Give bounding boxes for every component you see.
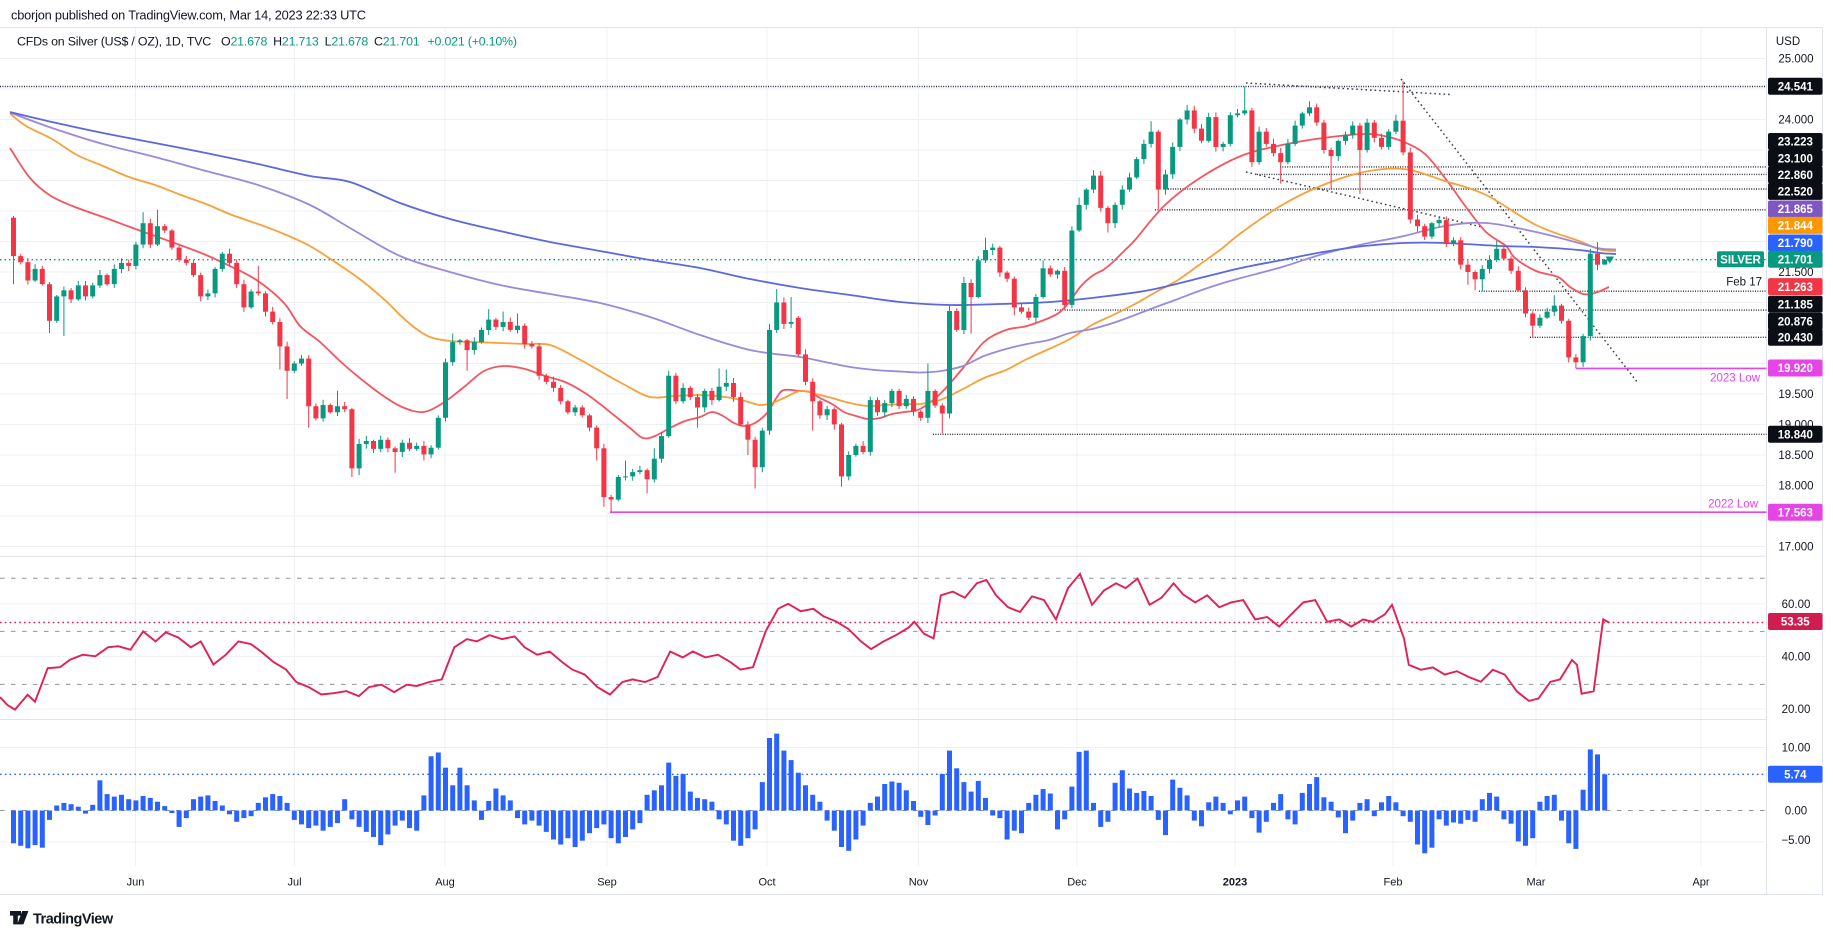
svg-text:Feb 17: Feb 17 — [1726, 277, 1762, 289]
svg-text:19.920: 19.920 — [1778, 363, 1813, 375]
svg-text:Feb: Feb — [1384, 877, 1403, 889]
svg-text:21.185: 21.185 — [1778, 299, 1814, 311]
svg-text:40.00: 40.00 — [1782, 651, 1811, 663]
svg-text:−5.00: −5.00 — [1781, 835, 1810, 847]
svg-text:60.00: 60.00 — [1782, 599, 1811, 611]
svg-text:Jun: Jun — [127, 877, 145, 889]
svg-text:2022 Low: 2022 Low — [1708, 499, 1759, 511]
svg-text:24.000: 24.000 — [1778, 115, 1813, 127]
svg-text:Dec: Dec — [1067, 877, 1087, 889]
svg-text:2023 Low: 2023 Low — [1710, 373, 1761, 385]
svg-text:Sep: Sep — [597, 877, 617, 889]
svg-text:Oct: Oct — [758, 877, 775, 889]
svg-text:19.500: 19.500 — [1778, 389, 1813, 401]
svg-text:18.000: 18.000 — [1778, 481, 1813, 493]
svg-text:22.860: 22.860 — [1778, 170, 1813, 182]
svg-text:17.000: 17.000 — [1778, 542, 1813, 554]
svg-text:0.00: 0.00 — [1785, 805, 1807, 817]
svg-text:USD: USD — [1776, 36, 1800, 48]
svg-text:20.00: 20.00 — [1782, 704, 1811, 716]
svg-text:Apr: Apr — [1692, 877, 1709, 889]
svg-text:21.865: 21.865 — [1778, 204, 1814, 216]
svg-text:23.100: 23.100 — [1778, 154, 1813, 166]
svg-text:21.263: 21.263 — [1778, 282, 1813, 294]
svg-text:17.563: 17.563 — [1778, 507, 1813, 519]
svg-text:23.223: 23.223 — [1778, 137, 1813, 149]
svg-text:cborjon published on TradingVi: cborjon published on TradingView.com, Ma… — [11, 8, 366, 23]
svg-text:Jul: Jul — [287, 877, 301, 889]
svg-text:2023: 2023 — [1223, 877, 1247, 889]
svg-text:21.701: 21.701 — [1778, 255, 1814, 267]
svg-text:24.541: 24.541 — [1778, 81, 1814, 93]
svg-text:5.74: 5.74 — [1784, 770, 1807, 782]
svg-text:53.35: 53.35 — [1781, 617, 1810, 629]
svg-text:CFDs on Silver (US$ / OZ), 1D,: CFDs on Silver (US$ / OZ), 1D, TVC O21.67… — [17, 35, 517, 49]
svg-text:TradingView: TradingView — [33, 912, 114, 928]
svg-text:18.500: 18.500 — [1778, 450, 1813, 462]
svg-text:20.430: 20.430 — [1778, 333, 1813, 345]
svg-text:10.00: 10.00 — [1782, 743, 1811, 755]
svg-text:Nov: Nov — [909, 877, 929, 889]
svg-text:SILVER: SILVER — [1720, 255, 1761, 267]
svg-text:18.840: 18.840 — [1778, 430, 1813, 442]
svg-text:Mar: Mar — [1527, 877, 1546, 889]
svg-text:21.844: 21.844 — [1778, 221, 1814, 233]
svg-text:22.520: 22.520 — [1778, 187, 1813, 199]
svg-text:21.500: 21.500 — [1778, 267, 1813, 279]
svg-text:Aug: Aug — [435, 877, 455, 889]
svg-text:20.876: 20.876 — [1778, 317, 1813, 329]
svg-text:21.790: 21.790 — [1778, 238, 1813, 250]
svg-text:25.000: 25.000 — [1778, 54, 1813, 66]
